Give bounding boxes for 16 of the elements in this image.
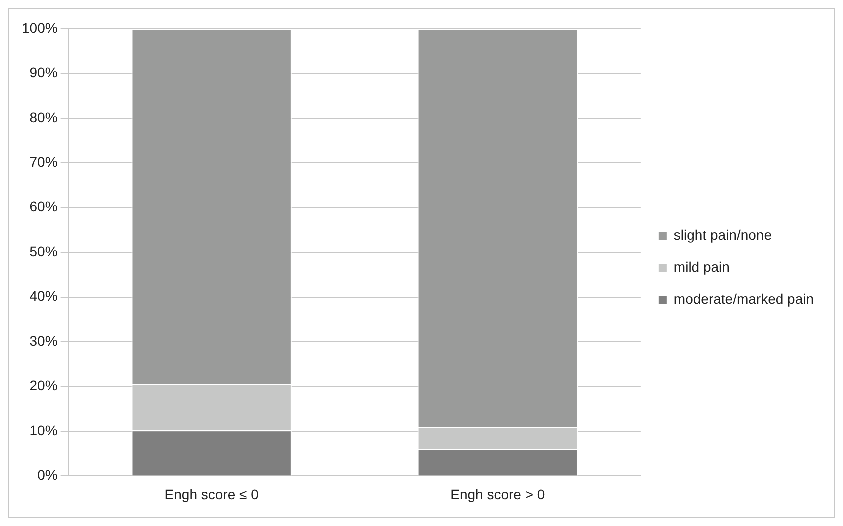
legend-label: slight pain/none — [674, 226, 772, 243]
y-tick-label: 60% — [30, 198, 58, 215]
y-tick-label: 40% — [30, 288, 58, 304]
y-tick-label: 10% — [30, 422, 58, 438]
y-tick-label: 30% — [30, 332, 58, 349]
x-tick-label: Engh score > 0 — [450, 486, 546, 502]
y-tick-label: 50% — [30, 243, 58, 260]
y-tick-label: 20% — [30, 378, 58, 394]
y-tick-label: 0% — [38, 467, 58, 484]
y-tick-label: 100% — [22, 20, 58, 36]
legend-label: moderate/marked pain — [674, 290, 814, 307]
y-tick-label: 90% — [30, 64, 58, 81]
y-tick-label: 80% — [30, 109, 58, 126]
legend-label: mild pain — [674, 258, 730, 275]
x-tick-label: Engh score ≤ 0 — [164, 486, 260, 502]
y-tick-label: 70% — [30, 154, 58, 170]
